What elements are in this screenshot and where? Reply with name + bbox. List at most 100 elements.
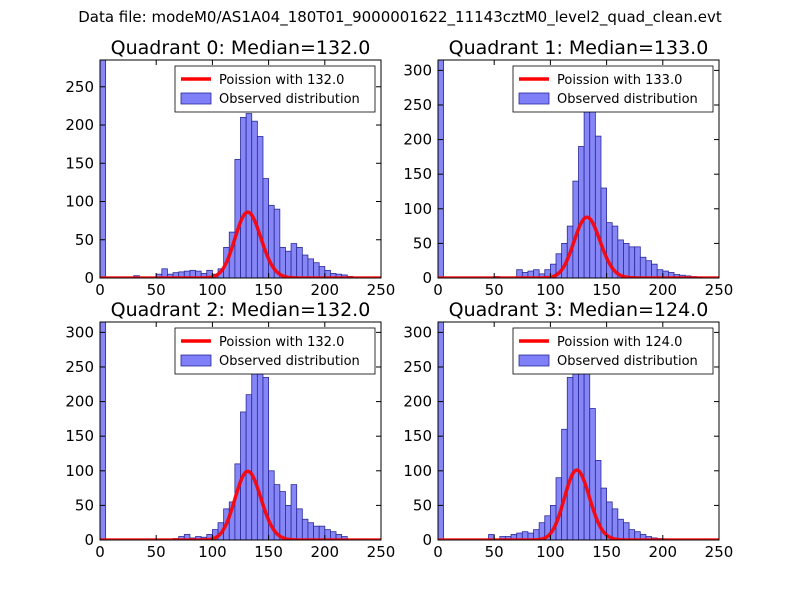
axes-frame [437, 321, 720, 541]
histogram-bar [285, 504, 292, 540]
y-tick-label: 100 [403, 200, 432, 218]
histogram-bar [307, 522, 314, 540]
x-tick-label: 200 [310, 281, 339, 299]
y-tick-label: 150 [65, 427, 94, 445]
legend-label-observed: Observed distribution [557, 354, 698, 369]
histogram-bar [617, 518, 624, 540]
x-tick-label: 0 [95, 281, 105, 299]
y-tick-label: 200 [65, 393, 94, 411]
y-tick-label: 300 [403, 61, 432, 79]
x-tick-label: 150 [592, 543, 621, 561]
histogram-bar [628, 246, 636, 278]
y-tick-label: 300 [403, 323, 432, 341]
y-tick-label: 100 [65, 462, 94, 480]
x-tick-label: 0 [433, 543, 443, 561]
histogram-bar [100, 322, 107, 540]
histogram-bar [578, 146, 585, 278]
chart-title: Quadrant 3: Median=124.0 [449, 299, 709, 321]
poisson-curve [438, 215, 719, 278]
histogram-bar [256, 136, 264, 278]
histogram-bar [273, 208, 281, 278]
legend-bar-swatch [180, 354, 212, 367]
chart-title: Quadrant 2: Median=132.0 [111, 299, 371, 321]
x-tick-label: 200 [310, 543, 339, 561]
histogram-bar [623, 522, 630, 540]
y-tick-label: 100 [65, 193, 94, 211]
legend-label-poisson: Poission with 133.0 [557, 73, 682, 88]
x-tick-label: 150 [592, 281, 621, 299]
axes-frame [99, 59, 382, 279]
histogram-bar [245, 113, 253, 278]
histogram-bar [301, 518, 309, 540]
axes-frame [437, 59, 720, 279]
quadrant-2-panel: 0 50 100 150 200 250 0 50 100 150 200 250 300 Quadran… [65, 299, 395, 561]
histogram-bar [251, 120, 258, 278]
legend-bar-swatch [518, 354, 550, 367]
x-tick-label: 0 [433, 281, 443, 299]
plot-area [100, 60, 381, 278]
poisson-curve [100, 469, 381, 540]
histogram-bar [318, 525, 326, 540]
histogram-bar [639, 256, 647, 278]
histogram-bar [262, 178, 270, 278]
y-tick-label: 250 [403, 96, 432, 114]
histogram-bar [594, 135, 602, 278]
x-tick-label: 50 [147, 543, 166, 561]
y-tick-label: 200 [403, 131, 432, 149]
histogram-bar [566, 376, 574, 540]
y-tick-label: 300 [65, 323, 94, 341]
histogram-bar [438, 322, 445, 540]
histogram-bar [611, 508, 619, 540]
x-tick-label: 100 [198, 543, 227, 561]
histogram-bar [183, 534, 191, 540]
y-tick-label: 200 [65, 116, 94, 134]
x-tick-label: 200 [648, 281, 677, 299]
x-tick-label: 250 [367, 543, 396, 561]
legend-label-poisson: Poission with 132.0 [219, 335, 344, 350]
plot-area [438, 60, 719, 278]
y-tick-label: 200 [403, 393, 432, 411]
histogram-bar [623, 242, 630, 278]
histogram-bar [245, 394, 253, 540]
x-tick-label: 150 [254, 281, 283, 299]
histogram-bar [589, 408, 596, 540]
quadrant-0-panel: 0 50 100 150 200 250 0 50 100 150 200 250 Quadrant 0… [65, 37, 395, 299]
y-tick-label: 0 [84, 531, 94, 549]
histogram-bar [301, 254, 309, 278]
y-tick-label: 100 [403, 462, 432, 480]
y-tick-label: 0 [84, 269, 94, 287]
y-tick-label: 250 [65, 78, 94, 96]
histogram-bar [561, 428, 568, 540]
y-tick-label: 150 [65, 154, 94, 172]
poisson-curve [438, 468, 719, 540]
y-tick-label: 50 [413, 234, 432, 252]
histogram-bar [634, 246, 641, 278]
histogram-bar [262, 376, 270, 540]
histogram-bar [285, 250, 292, 278]
axes-frame [99, 321, 382, 541]
histogram-bar [645, 260, 652, 278]
poisson-curve [100, 210, 381, 278]
x-tick-label: 100 [198, 281, 227, 299]
y-tick-label: 250 [403, 358, 432, 376]
histogram-bar [583, 111, 591, 278]
y-tick-label: 150 [403, 165, 432, 183]
histogram-bar [251, 359, 258, 540]
y-tick-label: 0 [422, 531, 432, 549]
histogram-bar [572, 359, 579, 540]
histogram-bar [290, 484, 298, 540]
legend-label-poisson: Poission with 124.0 [557, 335, 682, 350]
x-tick-label: 50 [485, 543, 504, 561]
x-tick-label: 250 [705, 543, 734, 561]
legend-bar-swatch [180, 92, 212, 105]
y-tick-label: 0 [422, 269, 432, 287]
x-tick-label: 50 [147, 281, 166, 299]
histogram-bar [651, 263, 658, 278]
x-tick-label: 250 [367, 281, 396, 299]
histogram-bar [100, 60, 107, 278]
legend-label-observed: Observed distribution [219, 354, 360, 369]
legend-label-observed: Observed distribution [557, 92, 698, 107]
x-tick-label: 100 [536, 281, 565, 299]
x-tick-label: 150 [254, 543, 283, 561]
